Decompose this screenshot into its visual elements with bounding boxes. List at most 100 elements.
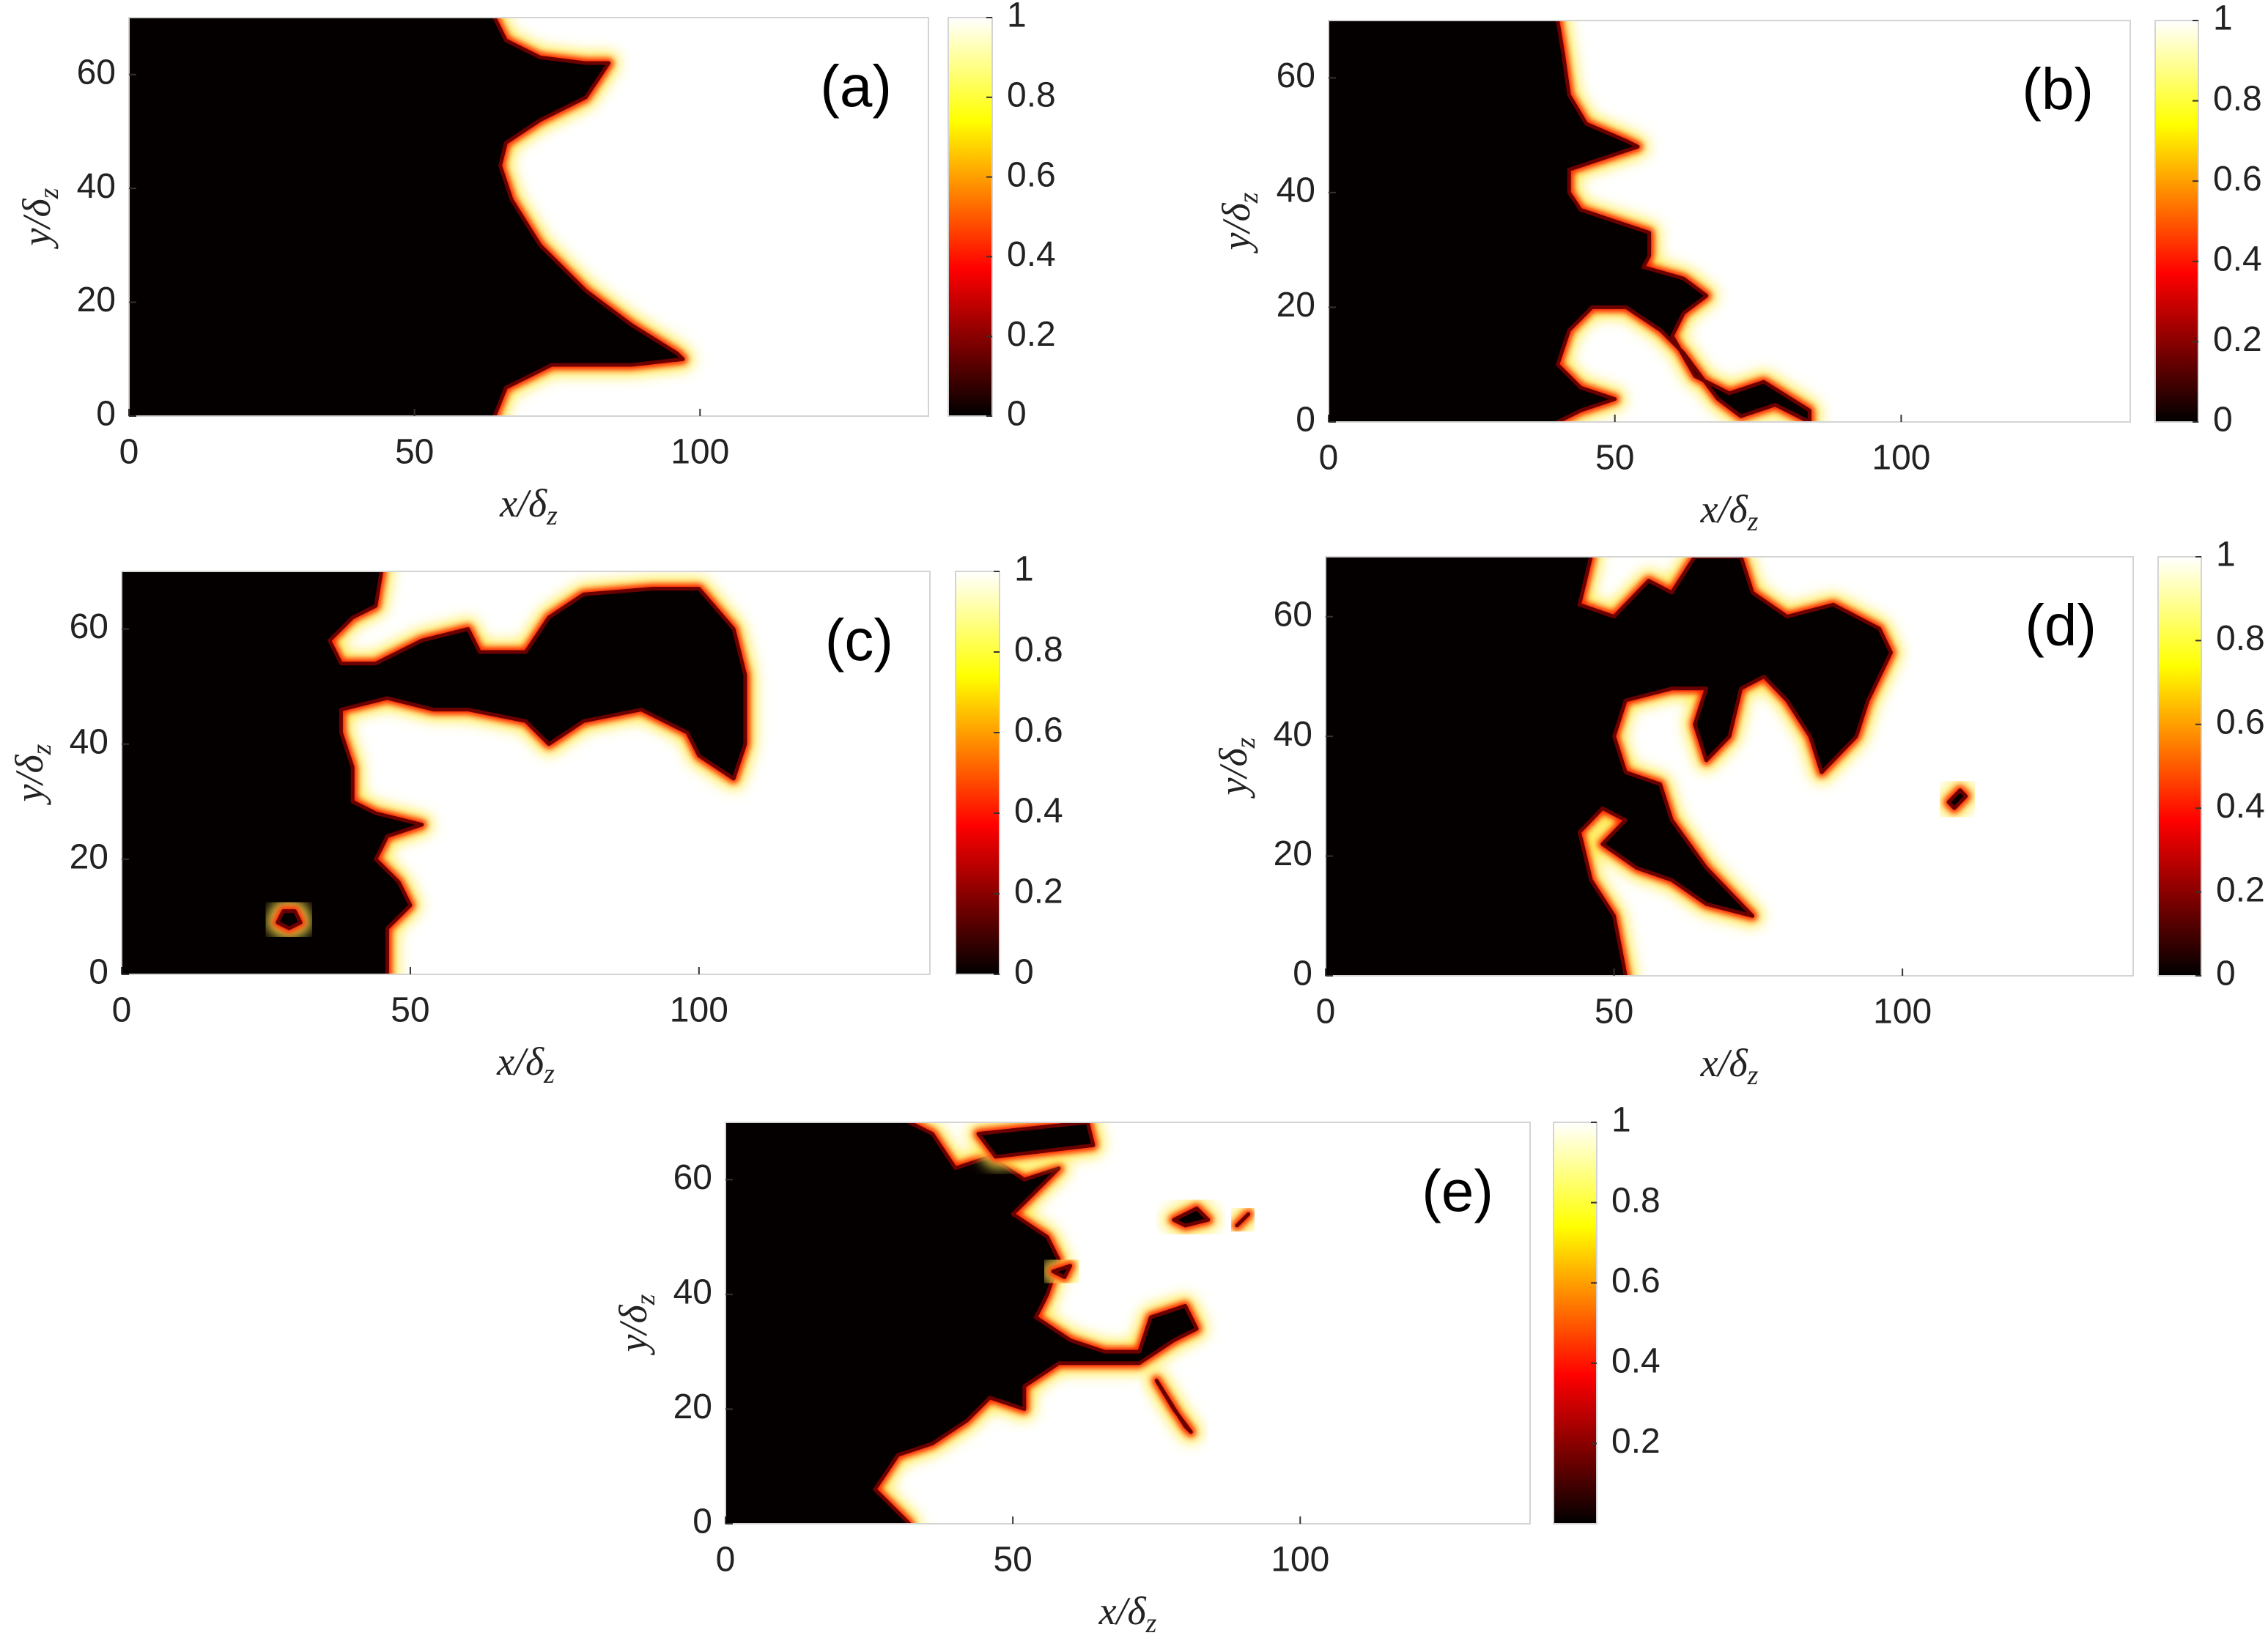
y-axis-label-sub: z [34,188,64,199]
y-tick-label: 40 [70,722,108,761]
x-tick-label: 0 [119,433,139,472]
field [1329,21,1821,422]
y-tick-label: 0 [89,953,108,992]
colorbar-tick-label: 0.2 [1611,1422,1661,1461]
colorbar [1553,1122,1597,1525]
front-core [1235,1212,1251,1228]
colorbar-tick-label: 0.4 [2213,240,2262,278]
x-axis-label-sub: z [543,1059,555,1089]
x-axis-label-main: x/δ [1098,1589,1147,1633]
y-axis-label: y/δz [611,1294,660,1355]
y-tick-label: 60 [70,607,108,646]
colorbar-tick-label: 0.4 [1007,235,1056,274]
y-tick-label: 20 [77,281,116,319]
field [1326,557,1977,976]
panel-label: (e) [1422,1158,1493,1223]
colorbar [2157,556,2202,977]
colorbar-tick-label: 0.6 [1007,155,1056,194]
x-axis-label-sub: z [1747,506,1759,537]
y-tick-label: 40 [673,1273,712,1312]
colorbar-tick-label: 0.4 [1014,792,1063,831]
y-tick-label: 0 [692,1503,712,1541]
colorbar-tick-label: 0.6 [2216,703,2265,741]
y-tick-label: 20 [70,838,108,877]
y-axis-label-main: y/δ [1214,202,1258,253]
y-axis-label-main: y/δ [7,754,51,805]
front-core [122,571,747,974]
colorbar-tick-label: 1 [2216,536,2236,574]
y-axis-label-main: y/δ [1211,747,1255,799]
y-tick-label: 20 [1277,286,1315,325]
y-tick-label: 60 [77,53,116,92]
colorbar-tick-label: 1 [1007,0,1027,35]
front-core [129,18,685,416]
y-axis-label-sub: z [1230,737,1261,749]
x-axis-label-main: x/δ [1700,1041,1748,1085]
colorbar-tick-label: 1 [2213,0,2233,38]
colorbar-tick-label: 0.6 [2213,160,2262,199]
colorbar-tick-label: 0.2 [2216,870,2265,909]
x-tick-label: 50 [391,991,429,1030]
x-tick-label: 0 [1319,439,1339,478]
y-tick-label: 40 [1274,715,1312,754]
y-tick-label: 60 [1274,595,1312,634]
x-tick-label: 100 [1271,1541,1329,1579]
colorbar-tick-label: 0.8 [1014,631,1063,670]
colorbar-tick-label: 0.2 [1007,315,1056,354]
axes-box [128,17,929,417]
axes-box [121,571,931,975]
x-axis-label: x/δz [499,481,558,530]
y-tick-label: 20 [673,1388,712,1426]
x-tick-label: 0 [716,1541,736,1579]
panel-label: (c) [825,607,893,673]
x-axis-label: x/δz [1098,1589,1157,1638]
y-tick-label: 20 [1274,834,1312,873]
front-core [1172,1206,1211,1228]
panel-label: (b) [2022,56,2094,122]
y-tick-label: 40 [1277,171,1315,210]
y-tick-label: 40 [77,167,116,206]
panel-label: (a) [820,53,892,119]
axes-box [725,1122,1531,1525]
axes-box [1325,556,2134,977]
colorbar-tick-label: 0.2 [2213,320,2262,359]
colorbar-tick-label: 0.6 [1611,1262,1661,1300]
y-axis-label-main: y/δ [611,1304,655,1355]
x-tick-label: 50 [395,433,434,472]
colorbar-tick-label: 0.8 [2213,79,2262,118]
front-core [976,1122,1096,1159]
y-axis-label: y/δz [1211,737,1260,799]
y-tick-label: 0 [96,395,116,434]
colorbar-tick-label: 0.4 [2216,787,2265,826]
x-axis-label-sub: z [546,500,558,531]
colorbar-tick-label: 0.4 [1611,1341,1661,1380]
x-tick-label: 50 [1595,439,1634,478]
y-axis-label-sub: z [26,744,57,755]
y-tick-label: 0 [1293,955,1312,993]
x-tick-label: 100 [670,991,728,1030]
colorbar-tick-label: 0 [2216,955,2236,993]
field [122,571,756,974]
front-core [1329,21,1811,422]
x-tick-label: 0 [1316,993,1336,1031]
x-axis-label-main: x/δ [499,481,547,525]
x-tick-label: 100 [1872,439,1930,478]
x-axis-label-sub: z [1145,1608,1157,1639]
axes-box [1328,20,2131,423]
front-core [1946,788,1968,810]
y-tick-label: 60 [673,1158,712,1197]
front-core [1154,1378,1193,1434]
x-axis-label-sub: z [1747,1060,1759,1091]
x-tick-label: 0 [112,991,132,1030]
panel-label: (d) [2025,593,2097,658]
y-axis-label-main: y/δ [15,198,59,249]
y-axis-label-sub: z [1233,192,1264,204]
colorbar-tick-label: 1 [1014,550,1034,589]
colorbar-tick-label: 0.8 [1611,1181,1661,1220]
x-axis-label-main: x/δ [1700,487,1748,531]
front-core [725,1122,1199,1524]
field [129,18,694,416]
x-axis-label: x/δz [1700,487,1759,536]
front-core [1326,557,1893,976]
